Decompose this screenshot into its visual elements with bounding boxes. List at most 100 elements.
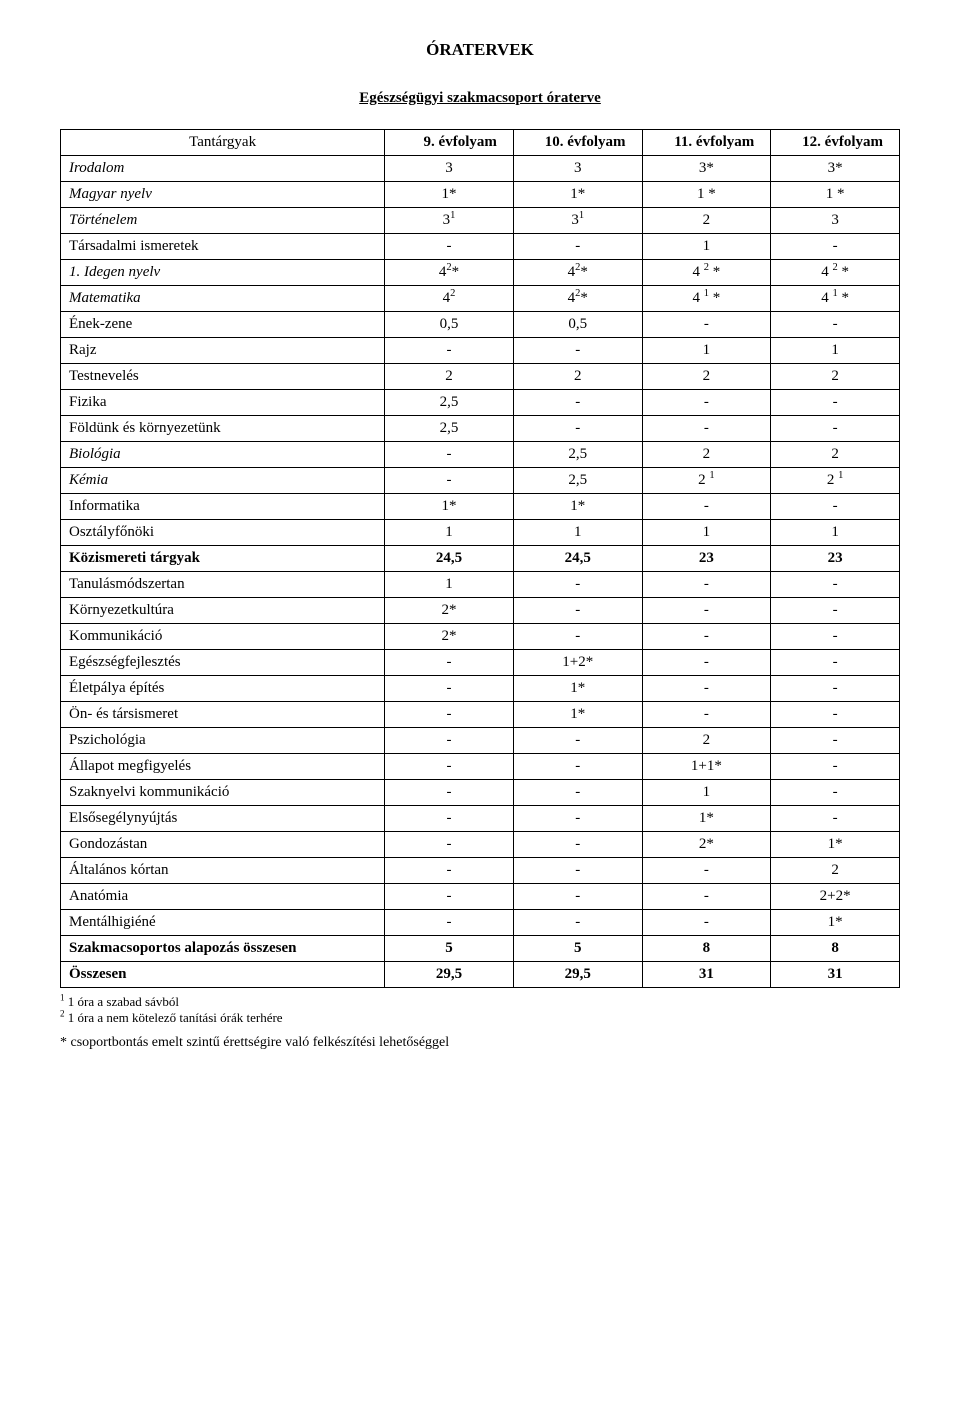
row-cell: -	[771, 650, 900, 676]
row-cell: -	[513, 910, 642, 936]
row-cell: -	[642, 858, 771, 884]
row-label: Környezetkultúra	[61, 598, 385, 624]
row-cell: -	[771, 494, 900, 520]
row-cell: -	[642, 390, 771, 416]
row-cell: -	[513, 884, 642, 910]
row-cell: -	[385, 858, 514, 884]
row-cell: 23	[771, 546, 900, 572]
row-cell: 42	[385, 286, 514, 312]
row-cell: 5	[513, 936, 642, 962]
row-cell: 1*	[513, 676, 642, 702]
row-cell: -	[771, 416, 900, 442]
table-row: Gondozástan--2*1*	[61, 832, 900, 858]
row-cell: 1*	[513, 182, 642, 208]
row-cell: -	[513, 754, 642, 780]
table-row: Rajz--11	[61, 338, 900, 364]
row-cell: -	[771, 728, 900, 754]
row-cell: 1*	[771, 910, 900, 936]
row-cell: 3	[513, 156, 642, 182]
table-row: Elsősegélynyújtás--1*-	[61, 806, 900, 832]
table-row: Irodalom333*3*	[61, 156, 900, 182]
row-cell: 3*	[642, 156, 771, 182]
row-cell: -	[642, 676, 771, 702]
table-row: Kémia-2,52 12 1	[61, 468, 900, 494]
header-col-11: 11. évfolyam	[642, 130, 771, 156]
row-label: Életpálya építés	[61, 676, 385, 702]
row-label: Matematika	[61, 286, 385, 312]
table-header-row: Tantárgyak 9. évfolyam 10. évfolyam 11. …	[61, 130, 900, 156]
footnote-1: 1 1 óra a szabad sávból	[60, 994, 900, 1010]
row-cell: 1*	[385, 182, 514, 208]
table-row: Szaknyelvi kommunikáció--1-	[61, 780, 900, 806]
row-cell: -	[771, 624, 900, 650]
row-cell: -	[513, 416, 642, 442]
row-cell: -	[513, 234, 642, 260]
table-row: Összesen29,529,53131	[61, 962, 900, 988]
row-label: Osztályfőnöki	[61, 520, 385, 546]
row-cell: -	[385, 442, 514, 468]
row-cell: 4 2 *	[642, 260, 771, 286]
row-cell: -	[385, 884, 514, 910]
row-cell: -	[771, 234, 900, 260]
table-row: Történelem313123	[61, 208, 900, 234]
row-cell: 4 1 *	[642, 286, 771, 312]
row-cell: -	[771, 780, 900, 806]
row-cell: 1*	[385, 494, 514, 520]
row-cell: 1	[642, 338, 771, 364]
row-cell: 2+2*	[771, 884, 900, 910]
row-label: Állapot megfigyelés	[61, 754, 385, 780]
row-cell: -	[642, 884, 771, 910]
row-cell: -	[513, 624, 642, 650]
row-cell: 2*	[385, 598, 514, 624]
row-cell: -	[642, 312, 771, 338]
table-row: Földünk és környezetünk2,5---	[61, 416, 900, 442]
table-row: Szakmacsoportos alapozás összesen5588	[61, 936, 900, 962]
row-cell: 2	[642, 442, 771, 468]
row-cell: -	[771, 312, 900, 338]
row-label: Rajz	[61, 338, 385, 364]
header-col-9: 9. évfolyam	[385, 130, 514, 156]
row-cell: 24,5	[513, 546, 642, 572]
row-label: Történelem	[61, 208, 385, 234]
row-label: 1. Idegen nyelv	[61, 260, 385, 286]
row-cell: 2 1	[771, 468, 900, 494]
row-cell: 1	[513, 520, 642, 546]
row-label: Közismereti tárgyak	[61, 546, 385, 572]
row-cell: -	[642, 624, 771, 650]
row-label: Informatika	[61, 494, 385, 520]
row-cell: -	[513, 780, 642, 806]
row-cell: 2	[771, 858, 900, 884]
row-label: Szaknyelvi kommunikáció	[61, 780, 385, 806]
row-cell: -	[385, 468, 514, 494]
row-label: Elsősegélynyújtás	[61, 806, 385, 832]
table-row: Osztályfőnöki1111	[61, 520, 900, 546]
row-cell: -	[385, 676, 514, 702]
row-label: Földünk és környezetünk	[61, 416, 385, 442]
row-cell: -	[771, 702, 900, 728]
row-cell: 1	[642, 234, 771, 260]
row-cell: 23	[642, 546, 771, 572]
row-label: Általános kórtan	[61, 858, 385, 884]
row-cell: -	[513, 572, 642, 598]
row-cell: -	[513, 806, 642, 832]
row-label: Anatómia	[61, 884, 385, 910]
row-cell: 31	[642, 962, 771, 988]
row-label: Kémia	[61, 468, 385, 494]
row-cell: -	[385, 910, 514, 936]
table-row: Társadalmi ismeretek--1-	[61, 234, 900, 260]
row-label: Pszichológia	[61, 728, 385, 754]
row-label: Ének-zene	[61, 312, 385, 338]
row-label: Fizika	[61, 390, 385, 416]
row-label: Irodalom	[61, 156, 385, 182]
row-cell: 2	[642, 364, 771, 390]
row-cell: -	[513, 858, 642, 884]
row-cell: 2	[385, 364, 514, 390]
row-cell: -	[642, 702, 771, 728]
header-subject: Tantárgyak	[61, 130, 385, 156]
row-cell: 2 1	[642, 468, 771, 494]
table-row: Magyar nyelv1*1*1 *1 *	[61, 182, 900, 208]
row-cell: 1 *	[642, 182, 771, 208]
table-row: Közismereti tárgyak24,524,52323	[61, 546, 900, 572]
row-cell: -	[513, 338, 642, 364]
row-label: Egészségfejlesztés	[61, 650, 385, 676]
